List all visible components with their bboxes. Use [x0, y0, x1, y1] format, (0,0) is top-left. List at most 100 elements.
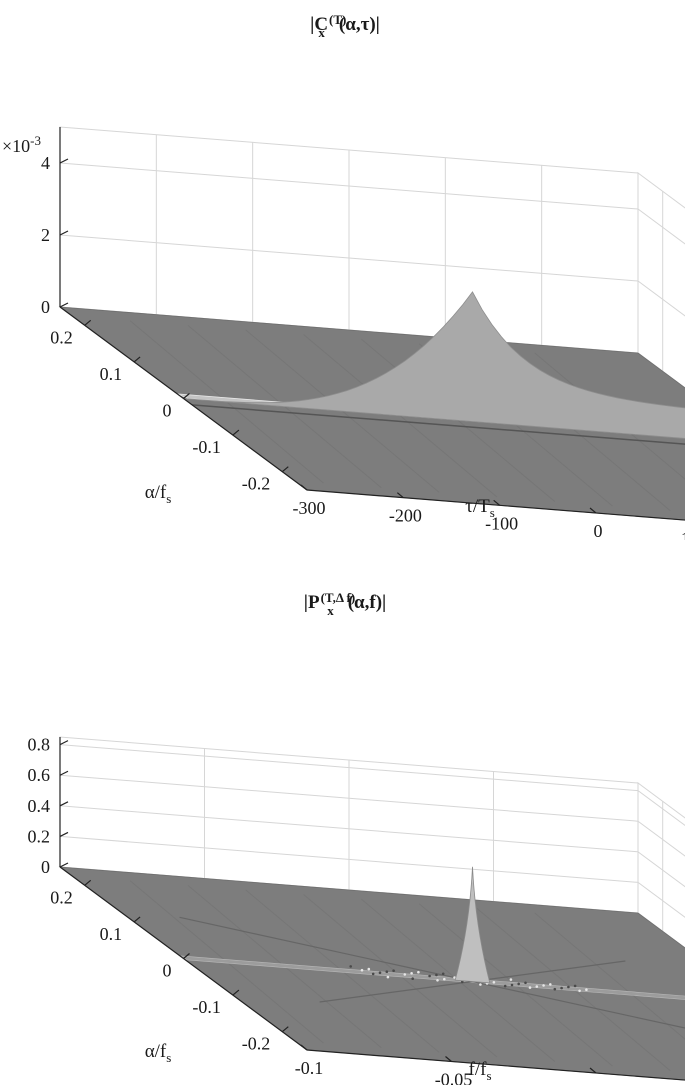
x-tick-mark: [589, 507, 597, 514]
x-tick-mark: [396, 492, 404, 499]
speckle-dot: [403, 973, 407, 976]
y-tick-mark: [183, 953, 190, 959]
speckle-dot: [567, 985, 570, 989]
speckle-dot: [560, 986, 563, 990]
speckle-dot: [549, 983, 552, 986]
speckle-dot: [461, 980, 464, 984]
speckle-dot: [528, 986, 532, 989]
y-tick-label: 0.1: [100, 364, 123, 384]
speckle-dot: [349, 965, 353, 968]
ridge-shadow-line: [192, 404, 685, 445]
y-tick-mark: [281, 466, 289, 473]
z-tick-mark: [59, 158, 69, 164]
x-tick-mark: [493, 499, 501, 506]
y-tick-label: 0: [163, 401, 172, 421]
x-tick-mark: [300, 1044, 308, 1051]
z-tick-mark: [59, 302, 69, 308]
y-tick-label: -0.2: [242, 474, 271, 494]
y-tick-mark: [183, 393, 190, 399]
z-tick-label: 0: [41, 857, 50, 877]
z-grid-line: [59, 744, 685, 827]
y-tick-label: -0.2: [242, 1034, 271, 1054]
speckle: [349, 965, 588, 993]
speckle-dot: [386, 975, 390, 979]
speckle-dot: [360, 968, 364, 972]
chart-title: |P(T,Δ f) x (α,f)|: [304, 590, 386, 618]
x-tick-label: -0.05: [435, 1070, 473, 1085]
y-tick-mark: [232, 429, 240, 436]
y-tick-label: -0.1: [192, 437, 221, 457]
speckle-dot: [411, 977, 415, 980]
x-tick-mark: [445, 1056, 452, 1062]
surface-plot-correlation: 024-0.2-0.100.10.2-300-200-1000100200300…: [0, 0, 685, 540]
speckle-dot: [435, 973, 438, 977]
z-tick-mark: [59, 831, 69, 837]
y-tick-mark: [133, 356, 141, 363]
x-tick-label: -200: [389, 506, 422, 526]
back-wall-right: [637, 782, 685, 949]
chart-title: |C(T) x (α,τ)|: [310, 12, 380, 40]
speckle-dot: [509, 978, 513, 981]
speckle-dot: [392, 969, 395, 972]
speckle-dot: [542, 984, 545, 987]
spike-peak: [454, 866, 491, 984]
speckle-dot: [441, 972, 445, 976]
y-tick-label: 0.2: [50, 327, 73, 347]
speckle-dot: [367, 967, 371, 971]
speckle-dot: [510, 983, 514, 987]
speckle-dot: [410, 972, 413, 975]
z-tick-label: 0: [41, 297, 50, 317]
y-tick-mark: [232, 989, 240, 996]
z-tick-mark: [59, 801, 69, 807]
y-axis-label: α/fs: [145, 1041, 172, 1065]
x-axis-label: f/fs: [469, 1059, 492, 1083]
y-axis-label: α/fs: [145, 482, 172, 506]
speckle-dot: [378, 971, 382, 975]
y-tick-label: -0.1: [192, 997, 221, 1017]
speckle-dot: [585, 988, 588, 991]
z-tick-mark: [59, 770, 69, 776]
y-tick-mark: [133, 916, 141, 923]
speckle-dot: [428, 974, 431, 978]
z-tick-label: 4: [41, 153, 50, 173]
z-grid-line: [59, 774, 685, 857]
speckle-dot: [443, 977, 446, 981]
surface-plot-correlation-svg: 024-0.2-0.100.10.2-300-200-1000100200300…: [2, 12, 685, 540]
x-axis-label: τ/Ts: [465, 496, 495, 520]
z-tick-mark: [59, 230, 69, 236]
surface-plot-spectral: 00.20.40.60.8-0.2-0.100.10.2-0.1-0.0500.…: [0, 545, 685, 1085]
x-tick-mark: [589, 1067, 597, 1074]
y-tick-mark: [84, 879, 92, 886]
z-tick-mark: [59, 862, 69, 868]
z-grid-line: [59, 805, 685, 888]
speckle-dot: [578, 989, 581, 993]
speckle-dot: [553, 987, 557, 991]
y-tick-label: 0.1: [100, 924, 123, 944]
z-exponent-label: ×10-3: [2, 133, 41, 156]
alpha-zero-band: [179, 955, 685, 1000]
speckle-dot: [385, 970, 389, 973]
y-tick-label: 0.2: [50, 887, 73, 907]
y-tick-mark: [281, 1026, 289, 1033]
ridge-hump: [183, 291, 685, 439]
y-tick-mark: [84, 319, 92, 326]
z-tick-label: 0.8: [28, 735, 51, 755]
x-tick-label: -300: [293, 498, 326, 518]
x-tick-mark: [300, 484, 308, 491]
z-grid-line: [59, 835, 685, 918]
speckle-dot: [535, 985, 539, 988]
z-tick-label: 0.6: [28, 765, 51, 785]
x-tick-label: 0: [594, 521, 603, 540]
x-tick-label: 0: [594, 1081, 603, 1085]
speckle-dot: [524, 981, 527, 985]
x-tick-label: 100: [681, 529, 685, 540]
speckle-dot: [479, 983, 482, 986]
speckle-dot: [371, 972, 375, 976]
speckle-dot: [453, 976, 456, 979]
speckle-dot: [436, 979, 439, 982]
speckle-dot: [503, 984, 507, 988]
x-tick-label: -100: [485, 513, 518, 533]
z-tick-label: 2: [41, 225, 50, 245]
z-tick-mark: [59, 740, 69, 746]
surface-plot-spectral-svg: 00.20.40.60.8-0.2-0.100.10.2-0.1-0.0500.…: [28, 590, 685, 1085]
